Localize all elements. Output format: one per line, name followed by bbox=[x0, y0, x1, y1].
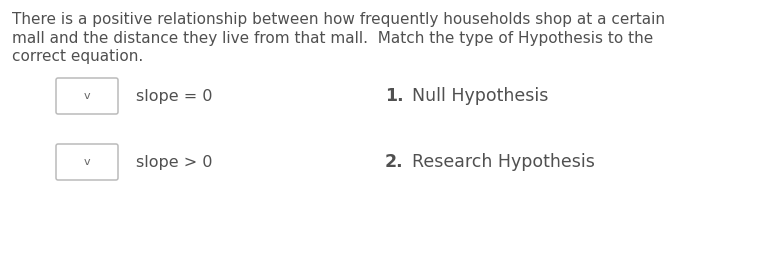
Text: There is a positive relationship between how frequently households shop at a cer: There is a positive relationship between… bbox=[12, 12, 665, 27]
Text: Null Hypothesis: Null Hypothesis bbox=[412, 87, 548, 105]
Text: 1.: 1. bbox=[385, 87, 404, 105]
Text: 2.: 2. bbox=[385, 153, 404, 171]
Text: slope = 0: slope = 0 bbox=[136, 88, 213, 103]
FancyBboxPatch shape bbox=[56, 78, 118, 114]
Text: Research Hypothesis: Research Hypothesis bbox=[412, 153, 595, 171]
FancyBboxPatch shape bbox=[56, 144, 118, 180]
Text: mall and the distance they live from that mall.  Match the type of Hypothesis to: mall and the distance they live from tha… bbox=[12, 30, 653, 46]
Text: slope > 0: slope > 0 bbox=[136, 154, 213, 170]
Text: v: v bbox=[83, 91, 90, 101]
Text: v: v bbox=[83, 157, 90, 167]
Text: correct equation.: correct equation. bbox=[12, 49, 143, 64]
